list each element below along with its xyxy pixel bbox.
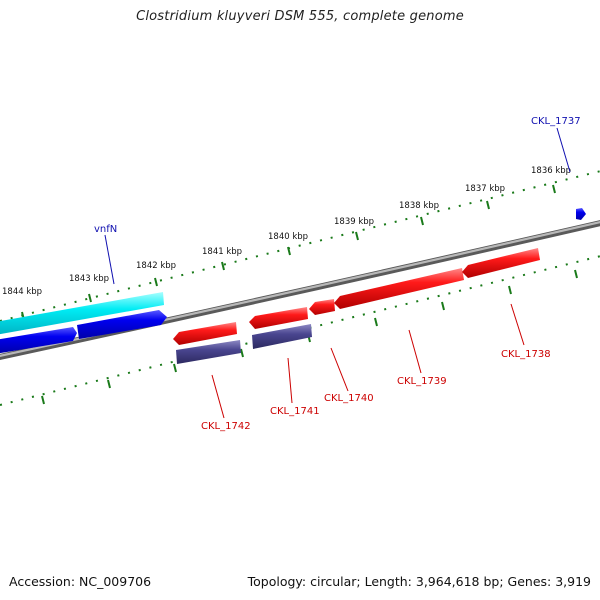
gene-CKL_1741[interactable] xyxy=(249,307,308,329)
gene-CKL_1739[interactable] xyxy=(334,268,464,309)
feature-purple-2[interactable] xyxy=(252,324,312,349)
ruler-label-1839: 1839 kbp xyxy=(334,217,374,227)
label-CKL_1737[interactable]: CKL_1737 xyxy=(531,116,581,127)
label-CKL_1742[interactable]: CKL_1742 xyxy=(201,421,251,432)
label-vnfN[interactable]: vnfN xyxy=(94,224,117,235)
ruler-label-1840: 1840 kbp xyxy=(268,232,308,242)
label-CKL_1738[interactable]: CKL_1738 xyxy=(501,349,551,360)
accession-text: Accession: NC_009706 xyxy=(9,574,152,589)
ruler-label-1841: 1841 kbp xyxy=(202,247,242,257)
gene-CKL_1738[interactable] xyxy=(462,248,540,278)
leader-CKL_1740 xyxy=(330,347,349,392)
leader-CKL_1737 xyxy=(556,127,571,173)
ruler-label-1837: 1837 kbp xyxy=(465,184,505,194)
leader-CKL_1742 xyxy=(211,374,225,419)
ruler-label-1842: 1842 kbp xyxy=(136,261,176,271)
leader-CKL_1738 xyxy=(510,303,525,346)
label-CKL_1739[interactable]: CKL_1739 xyxy=(397,376,447,387)
feature-purple-1[interactable] xyxy=(176,340,241,364)
gene-forward-1[interactable] xyxy=(0,327,77,354)
ruler-label-1844: 1844 kbp xyxy=(2,287,42,297)
label-CKL_1741[interactable]: CKL_1741 xyxy=(270,406,320,417)
gene-CKL_1742[interactable] xyxy=(173,322,237,345)
gene-CKL_1740[interactable] xyxy=(309,299,335,315)
ruler-label-1838: 1838 kbp xyxy=(399,201,439,211)
gene-vnfN[interactable] xyxy=(77,310,167,339)
ruler-label-1843: 1843 kbp xyxy=(69,274,109,284)
leader-CKL_1741 xyxy=(287,357,293,404)
label-CKL_1740[interactable]: CKL_1740 xyxy=(324,393,374,404)
inner-ruler xyxy=(0,255,600,406)
ruler-label-1836: 1836 kbp xyxy=(531,166,571,176)
map-title: Clostridium kluyveri DSM 555, complete g… xyxy=(136,9,464,24)
leader-vnfN xyxy=(104,234,115,285)
gene-CKL_1737[interactable] xyxy=(576,208,586,220)
gene-vnfN-highlight[interactable] xyxy=(0,292,164,335)
leader-CKL_1739 xyxy=(408,329,422,374)
topology-text: Topology: circular; Length: 3,964,618 bp… xyxy=(247,574,591,589)
